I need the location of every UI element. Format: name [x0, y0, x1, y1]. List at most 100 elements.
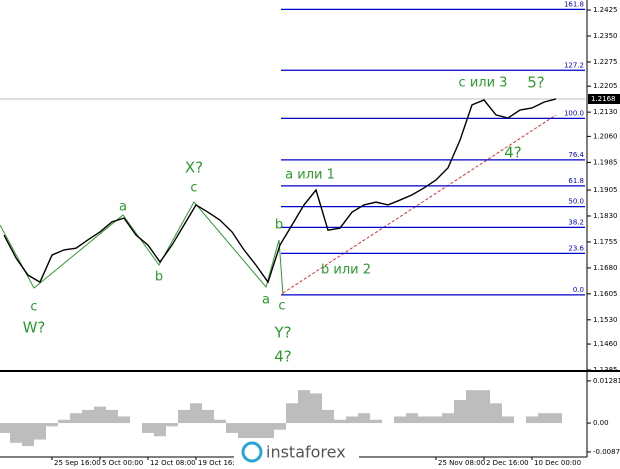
- fib-label: 61.8: [568, 177, 584, 185]
- fib-label: 127.2: [564, 61, 584, 69]
- osc-bar: [118, 416, 130, 424]
- osc-bar: [490, 403, 502, 424]
- wave-lines: [0, 201, 284, 296]
- x-tick-label: 5 Oct 00:00: [102, 459, 143, 467]
- wave-label: a: [262, 293, 270, 308]
- wave-label: X?: [185, 159, 203, 177]
- osc-bar: [34, 423, 46, 440]
- wave-label: a или 1: [285, 168, 335, 183]
- osc-bar: [298, 390, 310, 424]
- osc-y-tick-label: -0.00876: [593, 448, 620, 456]
- osc-y-tick-label: 0.01281: [593, 377, 620, 385]
- osc-bar: [142, 423, 154, 433]
- wave-label: a: [119, 200, 127, 215]
- fib-label: 23.6: [568, 244, 584, 252]
- wave-label: c: [30, 300, 37, 315]
- osc-bar: [154, 423, 166, 437]
- y-tick-label: 1.2060: [593, 132, 618, 140]
- osc-bar: [106, 409, 118, 424]
- osc-bar: [94, 406, 106, 424]
- fib-label: 161.8: [564, 0, 584, 8]
- osc-bar: [202, 409, 214, 424]
- x-tick-label: 25 Sep 16:00: [54, 459, 101, 467]
- osc-bar: [358, 413, 370, 424]
- fib-label: 0.0: [573, 286, 584, 294]
- osc-bar: [370, 419, 382, 424]
- wave-label: b: [155, 270, 163, 285]
- osc-bar: [166, 423, 178, 427]
- osc-bar: [286, 403, 298, 424]
- osc-bar: [22, 423, 34, 447]
- osc-bar: [346, 416, 358, 424]
- wave-label: c: [278, 299, 285, 314]
- osc-bar: [190, 403, 202, 424]
- osc-bar: [82, 409, 94, 424]
- wave-label: 4?: [274, 348, 292, 366]
- wave-label: b: [275, 218, 283, 233]
- x-tick-label: 25 Nov 08:00: [438, 459, 485, 467]
- x-tick-label: 19 Oct 16:00: [198, 459, 244, 467]
- y-tick-label: 1.1985: [593, 158, 618, 166]
- y-tick-label: 1.2275: [593, 58, 618, 66]
- osc-bar: [538, 413, 550, 424]
- osc-bar: [310, 393, 322, 424]
- y-tick-label: 1.2350: [593, 32, 618, 40]
- y-tick-label: 1.1680: [593, 264, 618, 272]
- y-tick-label: 1.1460: [593, 340, 618, 348]
- osc-bar: [46, 423, 58, 427]
- logo-icon: [241, 441, 263, 463]
- osc-bar: [262, 423, 274, 443]
- current-price-label: 1.2168: [591, 95, 616, 103]
- wave-label: 4?: [504, 144, 522, 162]
- osc-bar: [466, 390, 478, 424]
- y-tick-label: 1.1830: [593, 212, 618, 220]
- wave-label: Y?: [273, 324, 291, 342]
- fib-label: 50.0: [568, 198, 584, 206]
- osc-bar: [70, 413, 82, 424]
- logo-text: instaforex: [266, 443, 346, 462]
- y-tick-label: 1.1905: [593, 186, 618, 194]
- x-tick-label: 12 Oct 08:00: [150, 459, 196, 467]
- osc-bar: [550, 413, 562, 424]
- osc-bar: [478, 390, 490, 424]
- osc-bar: [526, 416, 538, 424]
- wave-label: 5?: [527, 74, 545, 92]
- osc-bar: [0, 423, 10, 433]
- logo: instaforex: [234, 438, 359, 466]
- price-line: [3, 98, 557, 284]
- fib-label: 38.2: [568, 218, 584, 226]
- osc-bar: [334, 419, 346, 424]
- osc-bar: [178, 409, 190, 424]
- wave-label: b или 2: [321, 263, 371, 278]
- fib-label: 100.0: [564, 109, 584, 117]
- y-tick-label: 1.1605: [593, 290, 618, 298]
- osc-bar: [418, 416, 430, 424]
- osc-bar: [406, 413, 418, 424]
- wave-label: c: [190, 181, 197, 196]
- wave-label: W?: [23, 319, 46, 337]
- trend-line: [282, 114, 557, 294]
- fib-label: 76.4: [568, 151, 584, 159]
- osc-bar: [58, 419, 70, 424]
- osc-bar: [394, 416, 406, 424]
- y-tick-label: 1.2425: [593, 6, 618, 14]
- osc-bar: [274, 423, 286, 430]
- osc-bar: [226, 423, 238, 433]
- osc-bar: [10, 423, 22, 443]
- osc-bar: [430, 416, 442, 424]
- osc-bar: [442, 413, 454, 424]
- y-tick-label: 1.1385: [593, 366, 618, 374]
- wave-label: c или 3: [459, 76, 508, 91]
- osc-bar: [214, 419, 226, 424]
- osc-y-tick-label: 0.00: [593, 419, 609, 427]
- x-tick-label: 10 Dec 00:00: [534, 459, 581, 467]
- y-tick-label: 1.1755: [593, 238, 618, 246]
- x-tick-label: 2 Dec 16:00: [486, 459, 529, 467]
- osc-bar: [502, 416, 514, 424]
- current-price-box: [588, 93, 620, 104]
- osc-bar: [454, 400, 466, 424]
- y-tick-label: 1.2130: [593, 108, 618, 116]
- y-tick-label: 1.2205: [593, 82, 618, 90]
- y-tick-label: 1.1530: [593, 316, 618, 324]
